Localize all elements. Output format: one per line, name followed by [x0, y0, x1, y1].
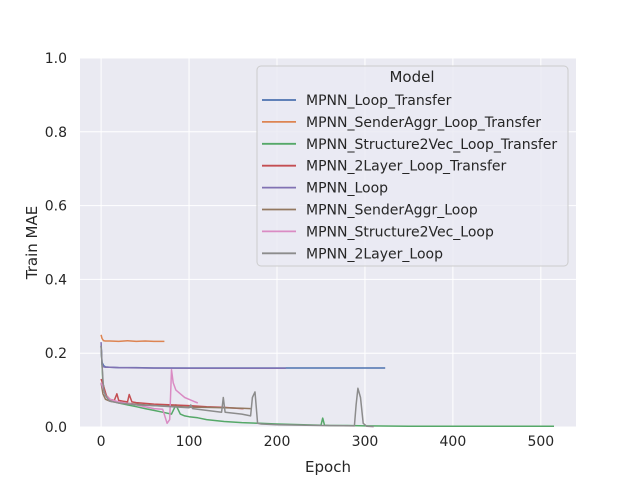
- series-line: [100, 345, 554, 428]
- series-line: [100, 342, 286, 370]
- series-line: [100, 369, 199, 425]
- legend-title: Model: [389, 68, 434, 86]
- legend-label: MPNN_Loop_Transfer: [306, 93, 452, 109]
- legend-label: MPNN_SenderAggr_Loop: [306, 203, 478, 219]
- legend-label: MPNN_Structure2Vec_Loop_Transfer: [306, 137, 557, 153]
- y-tick-label: 0.2: [45, 346, 67, 362]
- series-lines: [100, 334, 554, 428]
- x-tick-label: 500: [527, 434, 554, 450]
- legend-box: [256, 65, 569, 267]
- legend-label: MPNN_2Layer_Loop: [306, 246, 443, 262]
- legend-label: MPNN_Structure2Vec_Loop: [306, 224, 494, 240]
- legend-label: MPNN_SenderAggr_Loop_Transfer: [306, 115, 541, 131]
- series-line: [100, 345, 374, 428]
- x-tick-label: 400: [440, 434, 467, 450]
- y-tick-label: 0.8: [45, 125, 67, 141]
- legend-entries: MPNN_Loop_Transfer MPNN_SenderAggr_Loop_T…: [262, 93, 557, 262]
- legend-label: MPNN_2Layer_Loop_Transfer: [306, 159, 507, 175]
- y-tick-label: 0.4: [45, 272, 67, 288]
- x-tick-label: 100: [176, 434, 203, 450]
- x-tick-label: 0: [97, 434, 106, 450]
- series-line: [100, 334, 165, 343]
- tick-labels: 0 100 200 300 400 500 0.0 0.2 0.4 0.6 0.8 1.0: [45, 51, 554, 450]
- x-axis-label: Epoch: [305, 458, 351, 476]
- x-tick-label: 200: [264, 434, 291, 450]
- y-tick-label: 0.6: [45, 199, 67, 215]
- legend: Model MPNN_Loop_Transfer MPNN_SenderAggr_…: [256, 65, 569, 267]
- x-tick-label: 300: [352, 434, 379, 450]
- y-axis-label: Train MAE: [23, 206, 41, 280]
- legend-label: MPNN_Loop: [306, 181, 388, 197]
- y-tick-label: 0.0: [45, 420, 67, 436]
- y-tick-label: 1.0: [45, 51, 67, 67]
